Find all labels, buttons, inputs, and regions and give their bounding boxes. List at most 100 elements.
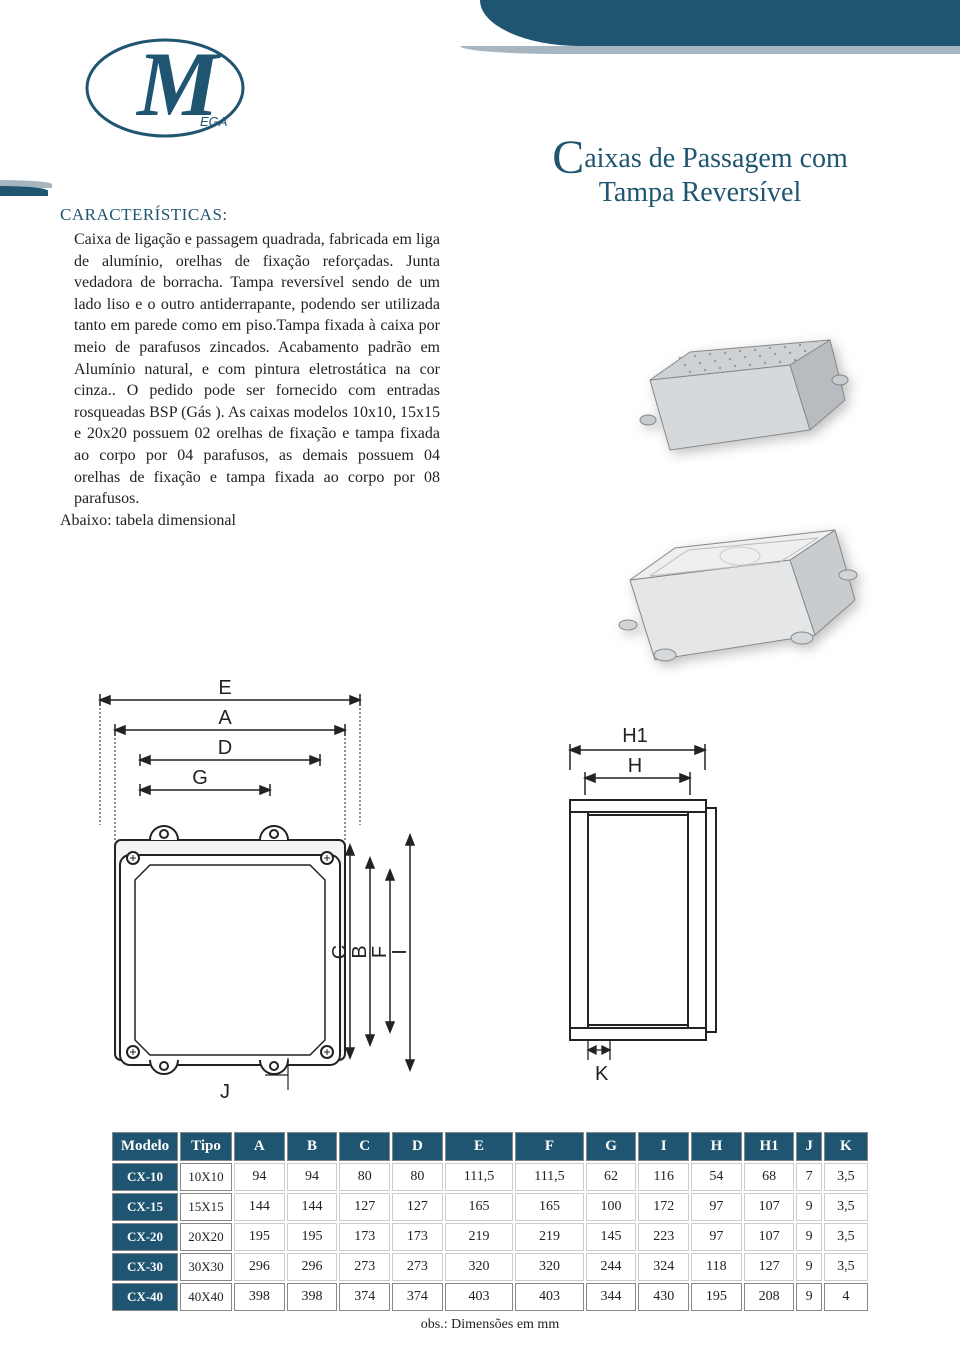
diagram-side-view: H1 H K <box>540 720 800 1105</box>
cell-value: 3,5 <box>824 1223 868 1251</box>
cell-value: 223 <box>638 1223 689 1251</box>
cell-value: 320 <box>445 1253 513 1281</box>
cell-value: 7 <box>796 1163 821 1191</box>
cell-value: 195 <box>287 1223 338 1251</box>
cell-value: 296 <box>287 1253 338 1281</box>
svg-text:F: F <box>369 946 391 958</box>
logo-subtext: EGA <box>200 114 227 129</box>
cell-value: 111,5 <box>515 1163 583 1191</box>
cell-value: 173 <box>392 1223 443 1251</box>
characteristics-body: Caixa de ligação e passagem quadrada, fa… <box>60 229 440 510</box>
cell-value: 94 <box>287 1163 338 1191</box>
col-k: K <box>824 1132 868 1161</box>
cell-value: 320 <box>515 1253 583 1281</box>
characteristics-heading: CARACTERÍSTICAS: <box>60 205 440 225</box>
dimension-table: Modelo Tipo A B C D E F G I H H1 J K CX-… <box>110 1130 870 1333</box>
cell-value: 273 <box>339 1253 390 1281</box>
cell-value: 80 <box>392 1163 443 1191</box>
cell-value: 172 <box>638 1193 689 1221</box>
table-header-row: Modelo Tipo A B C D E F G I H H1 J K <box>112 1132 868 1161</box>
col-h: H <box>691 1132 742 1161</box>
cell-value: 3,5 <box>824 1163 868 1191</box>
cell-value: 9 <box>796 1223 821 1251</box>
col-i: I <box>638 1132 689 1161</box>
cell-value: 144 <box>234 1193 285 1221</box>
cell-value: 54 <box>691 1163 742 1191</box>
cell-value: 374 <box>339 1283 390 1311</box>
cell-value: 100 <box>586 1193 637 1221</box>
svg-text:A: A <box>218 707 232 729</box>
cell-value: 374 <box>392 1283 443 1311</box>
product-photo-smooth <box>580 470 880 695</box>
cell-model: CX-40 <box>112 1283 178 1311</box>
table-row: CX-4040X40398398374374403403344430195208… <box>112 1283 868 1311</box>
brand-logo: M EGA <box>80 30 250 155</box>
cell-value: 97 <box>691 1193 742 1221</box>
cell-value: 127 <box>339 1193 390 1221</box>
cell-value: 244 <box>586 1253 637 1281</box>
cell-value: 3,5 <box>824 1253 868 1281</box>
characteristics-footer: Abaixo: tabela dimensional <box>60 512 440 530</box>
cell-value: 165 <box>515 1193 583 1221</box>
header-ribbon <box>480 0 960 46</box>
cell-model: CX-10 <box>112 1163 178 1191</box>
svg-text:H1: H1 <box>622 725 648 747</box>
cell-model: CX-30 <box>112 1253 178 1281</box>
cell-value: 219 <box>515 1223 583 1251</box>
title-line2: Tampa Reversível <box>480 177 920 209</box>
svg-text:J: J <box>220 1081 230 1103</box>
cell-value: 127 <box>392 1193 443 1221</box>
col-g: G <box>586 1132 637 1161</box>
svg-text:I: I <box>389 949 411 955</box>
table-note: obs.: Dimensões em mm <box>110 1317 870 1333</box>
cell-value: 165 <box>445 1193 513 1221</box>
cell-value: 144 <box>287 1193 338 1221</box>
cell-value: 430 <box>638 1283 689 1311</box>
title-line1: aixas de Passagem com <box>584 143 848 174</box>
cell-value: 127 <box>744 1253 795 1281</box>
cell-tipo: 40X40 <box>180 1283 232 1311</box>
col-f: F <box>515 1132 583 1161</box>
side-ribbon <box>0 186 48 196</box>
cell-value: 398 <box>287 1283 338 1311</box>
col-h1: H1 <box>744 1132 795 1161</box>
cell-value: 219 <box>445 1223 513 1251</box>
col-a: A <box>234 1132 285 1161</box>
col-b: B <box>287 1132 338 1161</box>
characteristics-block: CARACTERÍSTICAS: Caixa de ligação e pass… <box>60 205 440 530</box>
header-ribbon-shadow <box>460 46 960 54</box>
cell-value: 97 <box>691 1223 742 1251</box>
cell-tipo: 20X20 <box>180 1223 232 1251</box>
cell-value: 195 <box>234 1223 285 1251</box>
cell-value: 208 <box>744 1283 795 1311</box>
cell-value: 403 <box>515 1283 583 1311</box>
col-d: D <box>392 1132 443 1161</box>
cell-value: 273 <box>392 1253 443 1281</box>
table-row: CX-3030X30296296273273320320244324118127… <box>112 1253 868 1281</box>
cell-value: 403 <box>445 1283 513 1311</box>
title-dropcap: C <box>552 131 584 184</box>
svg-text:G: G <box>192 767 208 789</box>
cell-tipo: 30X30 <box>180 1253 232 1281</box>
cell-model: CX-20 <box>112 1223 178 1251</box>
cell-value: 107 <box>744 1223 795 1251</box>
cell-value: 145 <box>586 1223 637 1251</box>
cell-value: 324 <box>638 1253 689 1281</box>
col-c: C <box>339 1132 390 1161</box>
cell-value: 118 <box>691 1253 742 1281</box>
cell-value: 344 <box>586 1283 637 1311</box>
cell-value: 116 <box>638 1163 689 1191</box>
cell-value: 80 <box>339 1163 390 1191</box>
col-e: E <box>445 1132 513 1161</box>
cell-value: 107 <box>744 1193 795 1221</box>
cell-value: 9 <box>796 1253 821 1281</box>
cell-value: 68 <box>744 1163 795 1191</box>
col-tipo: Tipo <box>180 1132 232 1161</box>
cell-value: 195 <box>691 1283 742 1311</box>
cell-value: 111,5 <box>445 1163 513 1191</box>
cell-value: 398 <box>234 1283 285 1311</box>
cell-value: 3,5 <box>824 1193 868 1221</box>
cell-value: 9 <box>796 1283 821 1311</box>
svg-text:H: H <box>628 755 642 777</box>
col-modelo: Modelo <box>112 1132 178 1161</box>
